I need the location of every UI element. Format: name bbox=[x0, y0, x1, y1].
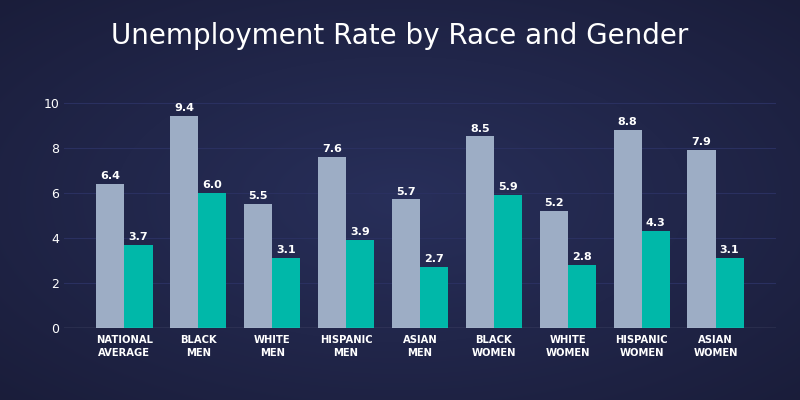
Text: 6.0: 6.0 bbox=[202, 180, 222, 190]
Text: 2.8: 2.8 bbox=[572, 252, 592, 262]
Text: 3.1: 3.1 bbox=[720, 246, 739, 256]
Bar bbox=[198, 193, 226, 328]
Text: 6.4: 6.4 bbox=[101, 171, 121, 181]
Text: 5.7: 5.7 bbox=[396, 187, 416, 197]
Text: 5.9: 5.9 bbox=[498, 182, 518, 192]
Bar bbox=[614, 130, 642, 328]
Text: Unemployment Rate by Race and Gender: Unemployment Rate by Race and Gender bbox=[111, 22, 689, 50]
Bar bbox=[715, 258, 744, 328]
Text: 9.4: 9.4 bbox=[174, 103, 194, 113]
Bar bbox=[568, 265, 596, 328]
Bar bbox=[272, 258, 300, 328]
Text: 4.3: 4.3 bbox=[646, 218, 666, 228]
Bar bbox=[392, 200, 420, 328]
Bar bbox=[466, 136, 494, 328]
Text: 5.5: 5.5 bbox=[249, 191, 268, 201]
Bar bbox=[642, 231, 670, 328]
Bar bbox=[420, 267, 448, 328]
Bar bbox=[494, 195, 522, 328]
Bar bbox=[170, 116, 198, 328]
Text: 3.7: 3.7 bbox=[129, 232, 148, 242]
Bar bbox=[346, 240, 374, 328]
Text: 8.8: 8.8 bbox=[618, 117, 638, 127]
Bar bbox=[244, 204, 272, 328]
Bar bbox=[125, 244, 153, 328]
Text: 8.5: 8.5 bbox=[470, 124, 490, 134]
Text: 7.6: 7.6 bbox=[322, 144, 342, 154]
Text: 7.9: 7.9 bbox=[691, 137, 711, 147]
Bar bbox=[687, 150, 715, 328]
Bar bbox=[540, 211, 568, 328]
Text: 5.2: 5.2 bbox=[544, 198, 563, 208]
Bar bbox=[96, 184, 125, 328]
Text: 3.1: 3.1 bbox=[277, 246, 296, 256]
Text: 3.9: 3.9 bbox=[350, 227, 370, 237]
Text: 2.7: 2.7 bbox=[424, 254, 444, 264]
Bar bbox=[318, 157, 346, 328]
